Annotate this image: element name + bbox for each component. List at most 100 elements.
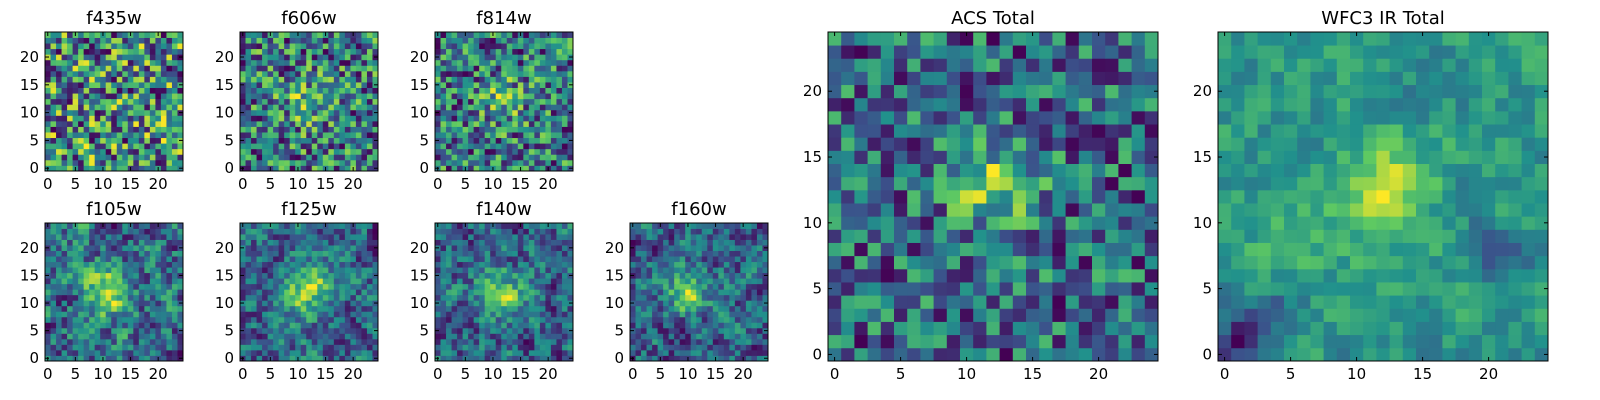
- heatmap-cell: [94, 37, 101, 44]
- heatmap-cell: [251, 223, 257, 229]
- heatmap-cell: [501, 355, 508, 362]
- heatmap-cell: [657, 294, 664, 301]
- heatmap-cell: [723, 223, 730, 229]
- heatmap-cell: [72, 333, 79, 340]
- heatmap-cell: [105, 70, 112, 77]
- heatmap-cell: [289, 37, 296, 44]
- heatmap-cell: [256, 245, 263, 251]
- heatmap-cell: [138, 104, 145, 111]
- heatmap-cell: [435, 98, 441, 105]
- axes-frame: [629, 222, 769, 362]
- heatmap-cell: [149, 54, 156, 61]
- heatmap-cell: [718, 250, 725, 257]
- heatmap-cell: [105, 239, 112, 246]
- heatmap-cell: [149, 223, 156, 229]
- heatmap-cell: [539, 132, 546, 139]
- heatmap-cell: [696, 344, 703, 351]
- heatmap-cell: [506, 48, 513, 55]
- heatmap-cell: [366, 76, 373, 83]
- heatmap-cell: [72, 54, 79, 61]
- heatmap-cell: [50, 54, 57, 61]
- heatmap-cell: [256, 322, 263, 329]
- heatmap-cell: [295, 283, 302, 290]
- heatmap-cell: [652, 250, 658, 257]
- heatmap-cell: [328, 32, 335, 38]
- heatmap-cell: [67, 32, 73, 38]
- heatmap-cell: [322, 349, 329, 356]
- heatmap-cell: [986, 268, 1000, 283]
- heatmap-cell: [701, 267, 708, 274]
- heatmap-cell: [78, 32, 85, 38]
- heatmap-cell: [517, 93, 524, 100]
- heatmap-cell: [155, 137, 162, 144]
- heatmap-cell: [473, 120, 480, 127]
- heatmap-cell: [300, 120, 307, 127]
- y-tick-label: 20: [410, 48, 429, 66]
- heatmap-cell: [300, 154, 307, 161]
- heatmap-cell: [127, 148, 134, 155]
- heatmap-cell: [300, 300, 307, 307]
- heatmap-cell: [473, 82, 480, 88]
- heatmap-cell: [556, 278, 563, 285]
- heatmap-cell: [273, 70, 280, 77]
- heatmap-cell: [67, 333, 73, 340]
- heatmap-cell: [718, 234, 725, 240]
- heatmap-cell: [278, 82, 285, 88]
- heatmap-cell: [473, 228, 480, 235]
- heatmap-cell: [317, 294, 324, 301]
- heatmap-cell: [311, 59, 318, 66]
- heatmap-cell: [907, 308, 921, 322]
- heatmap-cell: [668, 239, 675, 246]
- heatmap-cell: [295, 65, 302, 72]
- heatmap-cell: [490, 294, 497, 301]
- heatmap-cell: [284, 316, 291, 323]
- heatmap-cell: [273, 322, 280, 329]
- heatmap-cell: [45, 98, 51, 105]
- heatmap-cell: [273, 267, 280, 274]
- heatmap-cell: [745, 311, 752, 318]
- heatmap-cell: [561, 333, 568, 340]
- heatmap-cell: [105, 93, 112, 100]
- heatmap-cell: [734, 338, 741, 345]
- heatmap-cell: [366, 82, 373, 88]
- heatmap-cell: [251, 65, 257, 72]
- heatmap-cell: [550, 154, 557, 161]
- heatmap-cell: [435, 333, 441, 340]
- heatmap-cell: [166, 82, 173, 88]
- heatmap-cell: [116, 165, 123, 172]
- heatmap-cell: [295, 239, 302, 246]
- heatmap-cell: [512, 355, 519, 362]
- heatmap-cell: [361, 294, 368, 301]
- heatmap-cell: [138, 143, 145, 150]
- heatmap-cell: [479, 120, 486, 127]
- heatmap-cell: [256, 267, 263, 274]
- x-tick-label: 5: [656, 365, 666, 383]
- heatmap-cell: [116, 223, 123, 229]
- heatmap-cell: [960, 255, 974, 270]
- heatmap-cell: [355, 316, 362, 323]
- heatmap-cell: [946, 203, 961, 217]
- heatmap-cell: [133, 272, 140, 279]
- heatmap-cell: [690, 283, 697, 290]
- heatmap-cell: [72, 115, 79, 122]
- heatmap-cell: [149, 32, 156, 38]
- heatmap-cell: [240, 104, 246, 111]
- heatmap-cell: [756, 234, 763, 240]
- heatmap-cell: [240, 349, 246, 356]
- heatmap-cell: [473, 250, 480, 257]
- heatmap-cell: [361, 76, 368, 83]
- heatmap-cell: [539, 289, 546, 296]
- heatmap-cell: [361, 355, 368, 362]
- heatmap-cell: [306, 228, 313, 235]
- heatmap-cell: [171, 250, 178, 257]
- heatmap-cell: [468, 283, 475, 290]
- heatmap-cell: [484, 355, 491, 362]
- heatmap-cell: [273, 109, 280, 116]
- heatmap-cell: [718, 245, 725, 251]
- heatmap-cell: [457, 115, 463, 122]
- heatmap-cell: [50, 261, 57, 268]
- heatmap-cell: [539, 70, 546, 77]
- heatmap-cell: [1012, 255, 1027, 270]
- y-tick-label: 0: [419, 349, 429, 367]
- heatmap-cell: [306, 234, 313, 240]
